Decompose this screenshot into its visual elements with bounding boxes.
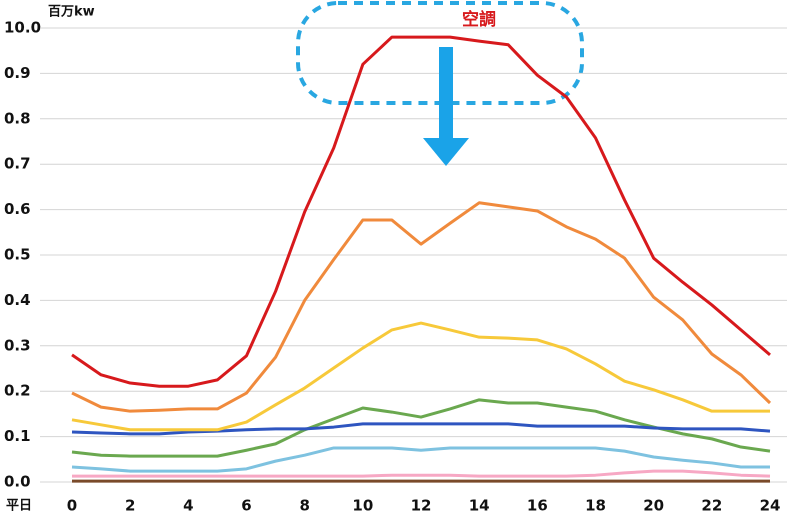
y-unit: 百万kw xyxy=(48,5,95,20)
annotation: 空調 xyxy=(462,9,496,30)
y-tick-label: 0.7 xyxy=(4,155,31,173)
y-tick-label: 0.4 xyxy=(4,291,31,309)
x-tick-label: 24 xyxy=(760,497,781,515)
series-line xyxy=(71,321,770,432)
x-tick-label: 8 xyxy=(299,497,309,515)
series-line xyxy=(71,446,770,473)
x-tick-label: 20 xyxy=(643,497,664,515)
y-tick-label: 10.0 xyxy=(4,19,41,37)
x-tick-label: 10 xyxy=(352,497,373,515)
x-tick-label: 14 xyxy=(469,497,490,515)
y-tick-label: 0.3 xyxy=(4,336,31,354)
x-tick-label: 16 xyxy=(527,497,548,515)
series-line xyxy=(71,35,771,388)
series-line xyxy=(71,422,771,436)
x-tick-label: 0 xyxy=(67,497,77,515)
y-tick-label: 0.5 xyxy=(4,246,31,264)
x-tick-label: 4 xyxy=(183,497,193,515)
x-tick-label: 18 xyxy=(585,497,606,515)
y-tick-label: 0.9 xyxy=(4,64,31,82)
x-tick-label: 22 xyxy=(701,497,722,515)
x-tick-label: 12 xyxy=(411,497,432,515)
series-line xyxy=(72,469,771,478)
series-line xyxy=(71,201,772,413)
x-tick-label: 2 xyxy=(125,497,135,515)
arrow xyxy=(423,47,469,166)
plot: 0.00.10.20.30.40.50.60.70.80.910.00 2 4 6 8 1… xyxy=(4,19,787,515)
x-tick-label: 6 xyxy=(241,497,251,515)
x-prefix: 平日 xyxy=(6,499,32,514)
y-tick-label: 0.6 xyxy=(4,200,31,218)
y-tick-label: 0.8 xyxy=(4,109,31,127)
y-tick-label: 0.1 xyxy=(4,427,31,445)
y-tick-label: 0.0 xyxy=(4,473,31,491)
y-tick-label: 0.2 xyxy=(4,382,31,400)
